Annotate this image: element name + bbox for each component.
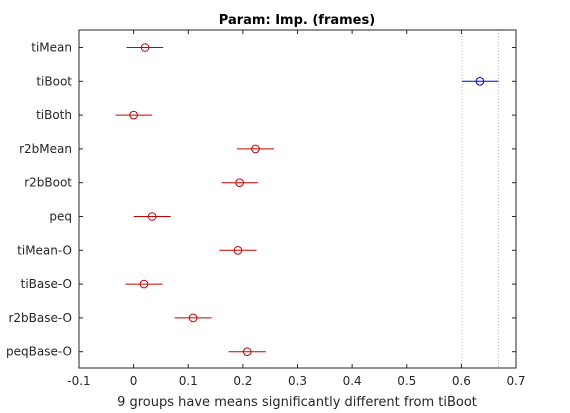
group-label: r2bMean xyxy=(19,142,72,156)
group-label: tiMean-O xyxy=(17,243,72,257)
plot-frame xyxy=(78,29,517,369)
x-tick-label: 0.1 xyxy=(179,374,198,388)
x-tick-label: 0.3 xyxy=(288,374,307,388)
x-axis: -0.1 0 0.1 0.2 0.3 0.4 0.5 0.6 0.7 xyxy=(67,30,526,388)
x-tick-label: -0.1 xyxy=(67,374,90,388)
x-tick-label: 0.5 xyxy=(397,374,416,388)
x-tick-label: 0.7 xyxy=(506,374,525,388)
mean-marker xyxy=(188,313,198,323)
group-label: tiBase-O xyxy=(21,277,72,291)
group-label: tiBoth xyxy=(36,108,72,122)
mean-marker xyxy=(147,212,157,221)
group-intervals xyxy=(115,43,499,357)
x-tick-label: 0.2 xyxy=(233,374,252,388)
x-tick-label: 0 xyxy=(130,374,138,388)
x-axis-label: 9 groups have means significantly differ… xyxy=(117,395,477,410)
axes-box xyxy=(78,29,517,369)
x-tick-label: 0.4 xyxy=(343,374,362,388)
mean-marker xyxy=(251,144,260,154)
group-label: tiBoot xyxy=(36,74,72,88)
chart-title: Param: Imp. (frames) xyxy=(219,13,375,28)
mean-marker xyxy=(129,110,138,120)
mean-marker xyxy=(140,43,150,52)
group-label: peqBase-O xyxy=(6,345,72,359)
group-label: peq xyxy=(49,210,72,224)
group-label: tiMean xyxy=(31,41,72,55)
mean-marker xyxy=(139,279,149,289)
x-tick-label: 0.6 xyxy=(452,374,471,388)
group-label: r2bBase-O xyxy=(8,311,72,325)
mean-marker xyxy=(242,347,252,357)
mean-marker xyxy=(475,77,485,86)
mean-marker xyxy=(233,246,243,255)
mean-marker xyxy=(235,178,244,187)
reference-interval-lines xyxy=(461,30,500,368)
group-label: r2bBoot xyxy=(24,176,72,190)
y-axis: tiMean tiBoot tiBoth r2bMean r2bBoot peq tiMea… xyxy=(6,41,516,359)
